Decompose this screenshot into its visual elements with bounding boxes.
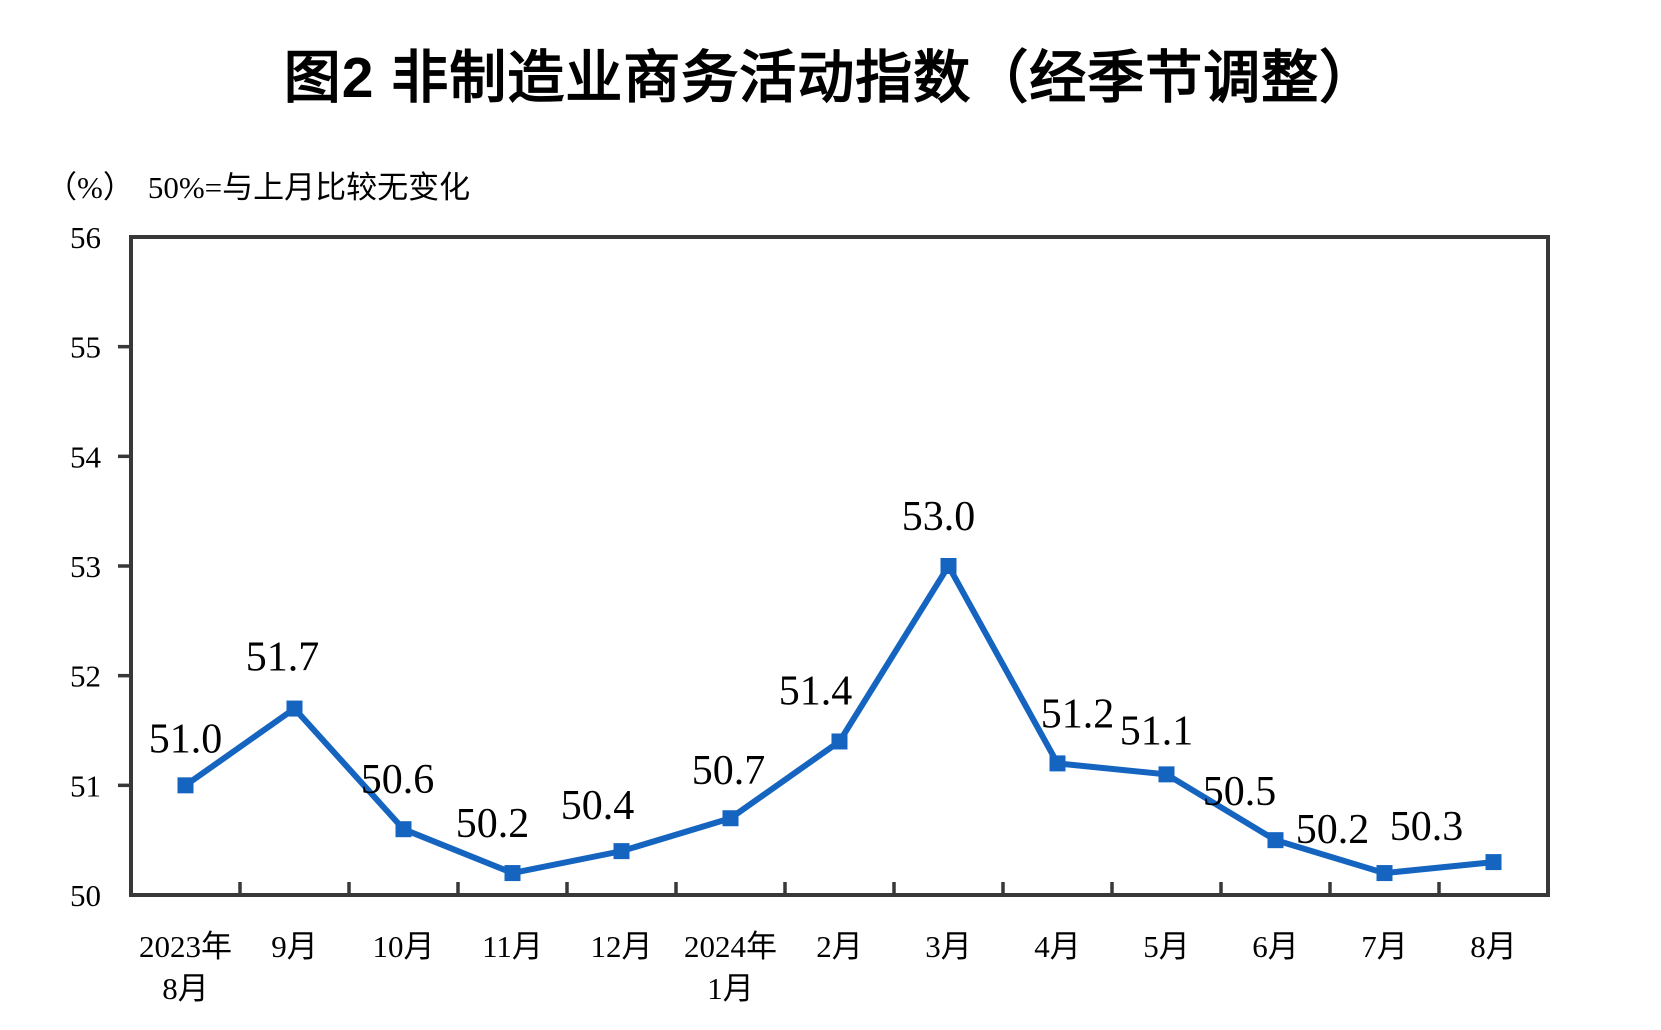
x-tick-label: 10月 bbox=[373, 929, 435, 964]
x-tick-label: 8月 bbox=[162, 971, 209, 1006]
data-point-label: 51.4 bbox=[779, 668, 853, 714]
x-tick-label: 7月 bbox=[1361, 929, 1408, 964]
x-tick-label: 5月 bbox=[1143, 929, 1190, 964]
data-point-label: 50.3 bbox=[1390, 804, 1464, 850]
data-point-label: 50.5 bbox=[1203, 769, 1277, 815]
x-tick-label: 4月 bbox=[1034, 929, 1081, 964]
y-tick-label: 54 bbox=[70, 439, 102, 474]
x-tick-label: 1月 bbox=[707, 971, 754, 1006]
plot-border bbox=[129, 235, 1550, 897]
data-point-label: 50.7 bbox=[692, 748, 766, 794]
data-point-marker bbox=[504, 865, 521, 882]
x-tick-label: 8月 bbox=[1470, 929, 1517, 964]
y-tick-label: 55 bbox=[70, 330, 101, 365]
x-tick-label: 6月 bbox=[1252, 929, 1299, 964]
data-point-marker bbox=[177, 777, 194, 794]
data-point-label: 50.2 bbox=[1296, 807, 1370, 853]
x-tick-label: 2024年 bbox=[684, 929, 777, 964]
baseline-note: 50%=与上月比较无变化 bbox=[147, 170, 471, 205]
chart-title: 图2 非制造业商务活动指数（经季节调整） bbox=[283, 46, 1378, 110]
data-point-label: 51.7 bbox=[246, 635, 320, 681]
data-point-marker bbox=[613, 843, 630, 860]
data-point-label: 50.6 bbox=[361, 757, 435, 803]
x-tick-label: 11月 bbox=[482, 929, 543, 964]
x-tick-label: 2月 bbox=[816, 929, 863, 964]
y-tick-label: 56 bbox=[70, 220, 101, 255]
x-tick-label: 9月 bbox=[271, 929, 318, 964]
data-point-marker bbox=[722, 810, 739, 827]
y-tick-label: 51 bbox=[70, 768, 101, 803]
data-point-marker bbox=[1376, 865, 1393, 882]
data-point-label: 53.0 bbox=[902, 494, 976, 540]
data-point-marker bbox=[831, 733, 848, 750]
x-tick-label: 12月 bbox=[591, 929, 653, 964]
y-tick-label: 53 bbox=[70, 549, 101, 584]
y-axis-unit-label: （%） bbox=[46, 170, 134, 205]
data-point-label: 51.0 bbox=[149, 716, 223, 762]
data-point-label: 51.1 bbox=[1120, 708, 1194, 754]
data-point-marker bbox=[1049, 755, 1066, 772]
y-tick-label: 50 bbox=[70, 878, 101, 913]
x-tick-label: 2023年 bbox=[139, 929, 232, 964]
data-point-label: 50.2 bbox=[456, 801, 530, 847]
data-point-label: 51.2 bbox=[1041, 691, 1115, 737]
data-point-marker bbox=[1485, 854, 1502, 871]
data-point-marker bbox=[395, 821, 412, 838]
data-point-marker bbox=[286, 700, 303, 717]
data-point-marker bbox=[1158, 766, 1175, 783]
x-tick-label: 3月 bbox=[925, 929, 972, 964]
data-point-label: 50.4 bbox=[561, 783, 635, 829]
axis-note-row: （%） 50%=与上月比较无变化 bbox=[46, 162, 470, 207]
data-point-marker bbox=[940, 558, 957, 574]
y-tick-label: 52 bbox=[70, 659, 101, 694]
data-point-marker bbox=[1267, 832, 1284, 849]
